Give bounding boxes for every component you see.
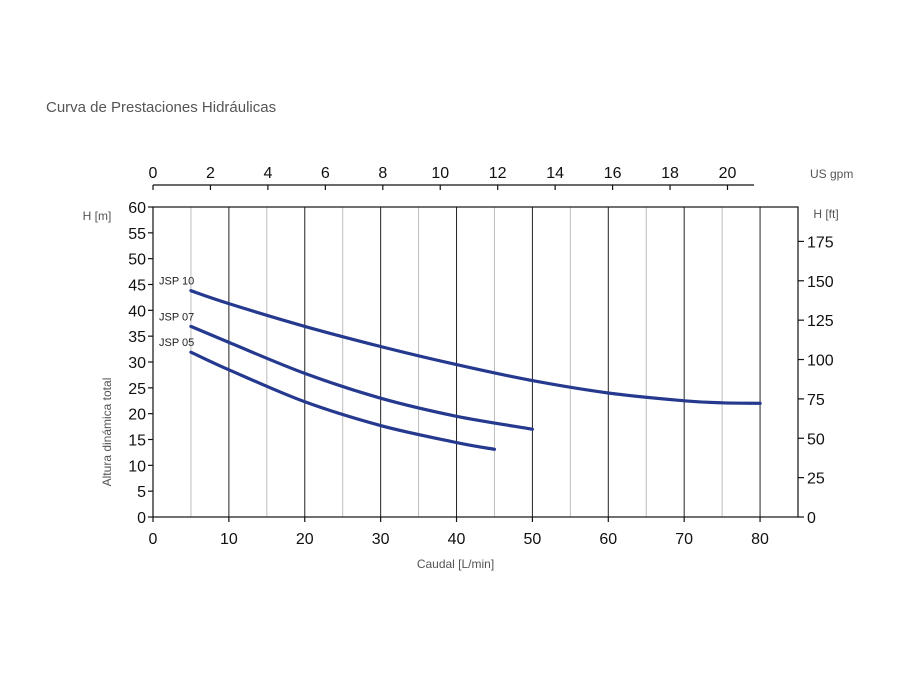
series: JSP 10 JSP 07 JSP 05 — [159, 276, 762, 451]
secondary-x-tick-label: 10 — [431, 165, 449, 182]
secondary-x-tick-label: 4 — [263, 165, 272, 182]
secondary-x-tick-label: 0 — [149, 165, 158, 182]
series-label-jsp-07: JSP 07 — [159, 311, 194, 323]
x-axis-label: Caudal [L/min] — [417, 557, 494, 571]
series-line-jsp-05 — [189, 350, 497, 451]
x-tick-label: 0 — [149, 531, 158, 548]
secondary-x-tick-label: 18 — [661, 165, 679, 182]
secondary-x-tick-label: 12 — [489, 165, 507, 182]
secondary-y-tick-label: 125 — [807, 313, 834, 330]
y-tick-label: 45 — [128, 278, 146, 295]
secondary-y-tick-label: 0 — [807, 510, 816, 527]
secondary-x-axis-unit: US gpm — [810, 167, 853, 181]
plot-frame — [152, 206, 799, 518]
series-label-jsp-10: JSP 10 — [159, 276, 194, 288]
series-label-jsp-05: JSP 05 — [159, 337, 194, 349]
y-tick-label: 35 — [128, 329, 146, 346]
y-axis-label: Altura dinámica total — [100, 378, 114, 487]
secondary-x-tick-label: 6 — [321, 165, 330, 182]
y-tick-label: 40 — [128, 303, 146, 320]
y-tick-label: 20 — [128, 407, 146, 424]
x-tick-label: 70 — [675, 531, 693, 548]
x-tick-label: 50 — [524, 531, 542, 548]
y-tick-label: 10 — [128, 458, 146, 475]
y-tick-label: 15 — [128, 433, 146, 450]
secondary-y-tick-label: 100 — [807, 353, 834, 370]
secondary-y-tick-label: 75 — [807, 392, 825, 409]
secondary-y-axis-unit: H [ft] — [813, 207, 838, 221]
secondary-x-tick-label: 16 — [604, 165, 622, 182]
y-tick-label: 5 — [137, 484, 146, 501]
axes: 0 10 20 30 40 50 60 70 8005101520253035404550556… — [128, 165, 834, 548]
grid — [190, 207, 761, 517]
secondary-x-tick-label: 8 — [378, 165, 387, 182]
secondary-y-tick-label: 50 — [807, 431, 825, 448]
page-title: Curva de Prestaciones Hidráulicas — [46, 99, 277, 116]
secondary-y-tick-label: 150 — [807, 274, 834, 291]
y-tick-label: 55 — [128, 226, 146, 243]
series-line-jsp-07 — [189, 324, 534, 431]
x-tick-label: 10 — [220, 531, 238, 548]
y-tick-label: 0 — [137, 510, 146, 527]
y-axis-unit: H [m] — [83, 209, 112, 223]
x-tick-label: 80 — [751, 531, 769, 548]
series-line-jsp-10 — [189, 289, 762, 405]
secondary-y-tick-label: 175 — [807, 234, 834, 251]
y-tick-label: 30 — [128, 355, 146, 372]
x-tick-label: 30 — [372, 531, 390, 548]
x-tick-label: 20 — [296, 531, 314, 548]
y-tick-label: 25 — [128, 381, 146, 398]
x-tick-label: 40 — [448, 531, 466, 548]
secondary-x-tick-label: 20 — [719, 165, 737, 182]
y-tick-label: 60 — [128, 200, 146, 217]
secondary-y-tick-label: 25 — [807, 471, 825, 488]
secondary-x-tick-label: 2 — [206, 165, 215, 182]
y-tick-label: 50 — [128, 252, 146, 269]
x-tick-label: 60 — [599, 531, 617, 548]
secondary-x-tick-label: 14 — [546, 165, 564, 182]
